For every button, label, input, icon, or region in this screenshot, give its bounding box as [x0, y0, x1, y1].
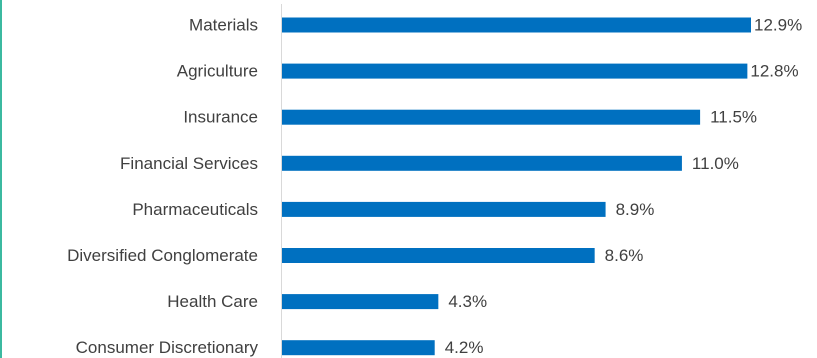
category-label: Insurance — [183, 108, 258, 127]
data-label: 12.9% — [754, 16, 802, 35]
data-label: 11.0% — [692, 154, 739, 173]
data-label: 4.3% — [448, 292, 487, 311]
category-labels: Materials Agriculture Insurance Financial S… — [67, 16, 258, 358]
bar — [282, 248, 595, 263]
data-label: 8.6% — [605, 246, 644, 265]
bar — [282, 201, 606, 217]
category-label: Agriculture — [177, 62, 258, 81]
frame-left-border — [0, 0, 2, 358]
category-label: Health Care — [167, 292, 258, 311]
bar — [282, 109, 701, 125]
value-labels: 12.9% 12.8% 11.5% 11.0% 8.9% 8.6% 4.3% 4.2% — [445, 16, 803, 358]
category-label: Consumer Discretionary — [76, 338, 259, 357]
category-label: Pharmaceuticals — [132, 200, 258, 219]
bar — [282, 63, 748, 79]
category-label: Financial Services — [120, 154, 258, 173]
data-label: 4.2% — [445, 338, 484, 357]
bar — [282, 155, 682, 171]
category-label: Materials — [189, 16, 258, 35]
bar — [282, 340, 435, 356]
bars — [282, 17, 751, 356]
category-label: Diversified Conglomerate — [67, 246, 258, 265]
data-label: 8.9% — [616, 200, 655, 219]
data-label: 12.8% — [750, 62, 798, 81]
bar — [282, 294, 439, 310]
data-label: 11.5% — [710, 108, 757, 127]
bar — [282, 17, 751, 33]
